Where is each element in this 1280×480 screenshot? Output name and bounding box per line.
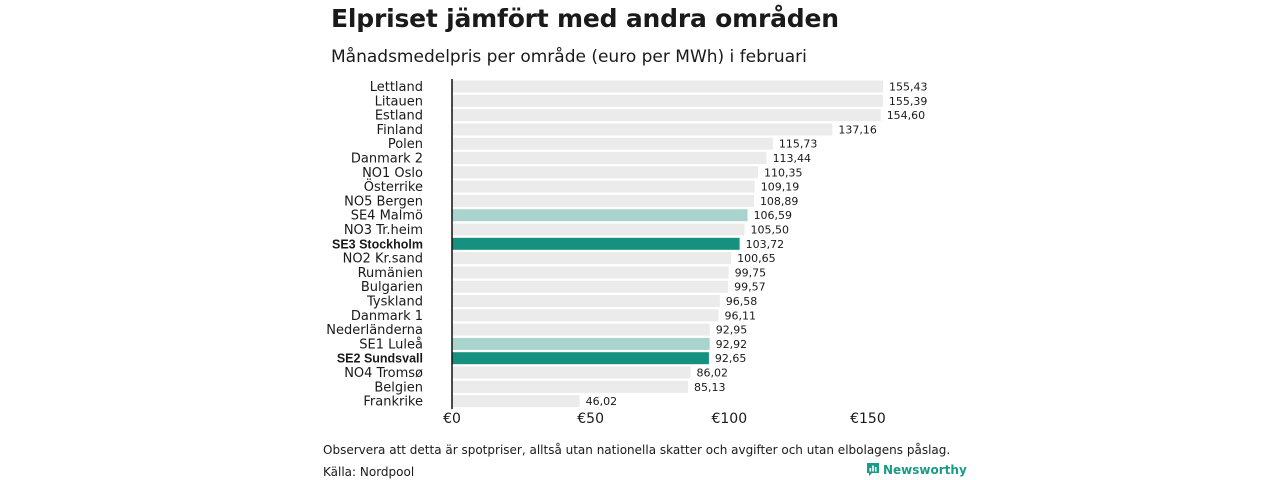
bar bbox=[452, 109, 881, 122]
value-label: 46,02 bbox=[586, 395, 618, 408]
bar bbox=[452, 152, 767, 164]
value-label: 99,57 bbox=[734, 281, 766, 294]
bar bbox=[452, 309, 719, 322]
bar bbox=[452, 252, 732, 265]
category-label: NO2 Kr.sand bbox=[343, 252, 423, 267]
x-tick-label: €50 bbox=[577, 411, 604, 427]
value-label: 115,73 bbox=[779, 138, 818, 151]
bar bbox=[452, 194, 754, 207]
bar bbox=[452, 337, 710, 350]
category-label: NO3 Tr.heim bbox=[344, 223, 423, 238]
value-label: 154,60 bbox=[887, 109, 926, 122]
bar-chart: LettlandLitauenEstlandFinlandPolenDanmar… bbox=[326, 79, 928, 427]
category-label: Frankrike bbox=[363, 395, 423, 410]
bar bbox=[452, 380, 689, 393]
x-tick-label: €0 bbox=[443, 411, 461, 427]
bar bbox=[452, 137, 773, 150]
category-label: Bulgarien bbox=[361, 280, 423, 295]
category-label: Litauen bbox=[375, 94, 423, 109]
bar bbox=[452, 295, 720, 307]
value-label: 92,95 bbox=[716, 324, 748, 337]
value-label: 106,59 bbox=[754, 209, 793, 222]
value-label: 96,11 bbox=[725, 309, 757, 322]
category-label: Estland bbox=[375, 109, 423, 124]
source-label: Källa: Nordpool bbox=[323, 465, 415, 479]
chart-subtitle: Månadsmedelpris per område (euro per MWh… bbox=[331, 47, 807, 67]
value-label: 96,58 bbox=[726, 295, 758, 308]
bar bbox=[452, 366, 691, 379]
value-label: 155,39 bbox=[889, 95, 928, 108]
category-label: NO4 Tromsø bbox=[344, 366, 423, 381]
bar bbox=[452, 209, 748, 222]
category-label: Finland bbox=[377, 123, 423, 138]
chart-title: Elpriset jämfört med andra områden bbox=[331, 4, 839, 33]
bar bbox=[452, 266, 729, 279]
category-labels: LettlandLitauenEstlandFinlandPolenDanmar… bbox=[326, 80, 423, 410]
value-label: 155,43 bbox=[889, 81, 928, 94]
bar bbox=[452, 123, 833, 136]
category-label: Danmark 2 bbox=[351, 152, 423, 167]
bar bbox=[452, 280, 729, 293]
category-label: Tyskland bbox=[366, 295, 423, 310]
value-label: 109,19 bbox=[761, 181, 800, 194]
value-label: 108,89 bbox=[760, 195, 799, 208]
value-label: 92,92 bbox=[716, 338, 748, 351]
footnote: Observera att detta är spotpriser, allts… bbox=[323, 443, 951, 457]
category-label: Nederländerna bbox=[326, 323, 423, 338]
bar bbox=[452, 94, 883, 107]
newsworthy-icon bbox=[867, 463, 879, 476]
bar bbox=[452, 223, 745, 236]
brand-name: Newsworthy bbox=[883, 462, 967, 477]
value-label: 100,65 bbox=[737, 252, 776, 265]
bar bbox=[452, 166, 758, 179]
category-label: Österrike bbox=[364, 178, 423, 195]
x-tick-label: €150 bbox=[850, 411, 886, 427]
value-label: 85,13 bbox=[694, 381, 726, 394]
value-label: 103,72 bbox=[746, 238, 785, 251]
value-label: 113,44 bbox=[773, 152, 812, 165]
bar bbox=[452, 323, 710, 336]
bar bbox=[452, 237, 740, 250]
x-tick-label: €100 bbox=[711, 411, 747, 427]
value-label: 105,50 bbox=[751, 224, 790, 237]
category-label: NO1 Oslo bbox=[362, 166, 423, 181]
category-label: SE3 Stockholm bbox=[332, 237, 423, 251]
value-label: 92,65 bbox=[715, 352, 747, 365]
bar bbox=[452, 395, 580, 408]
bars bbox=[452, 80, 883, 408]
bar bbox=[452, 180, 755, 193]
category-label: NO5 Bergen bbox=[344, 194, 423, 209]
category-label: Polen bbox=[388, 137, 423, 152]
brand-logo: Newsworthy bbox=[866, 462, 967, 477]
category-label: Danmark 1 bbox=[351, 309, 423, 324]
value-label: 110,35 bbox=[764, 166, 803, 179]
category-label: SE1 Luleå bbox=[359, 337, 423, 352]
value-label: 99,75 bbox=[735, 266, 767, 279]
category-label: Belgien bbox=[374, 380, 423, 395]
bar bbox=[452, 80, 883, 93]
category-label: SE2 Sundsvall bbox=[337, 352, 423, 366]
category-label: Lettland bbox=[370, 80, 423, 95]
value-label: 137,16 bbox=[838, 123, 877, 136]
value-label: 86,02 bbox=[697, 367, 729, 380]
category-label: SE4 Malmö bbox=[351, 209, 423, 224]
x-tick-labels: €0 €50 €100 €150 bbox=[443, 411, 886, 427]
category-label: Rumänien bbox=[358, 266, 423, 281]
bar bbox=[452, 352, 709, 365]
